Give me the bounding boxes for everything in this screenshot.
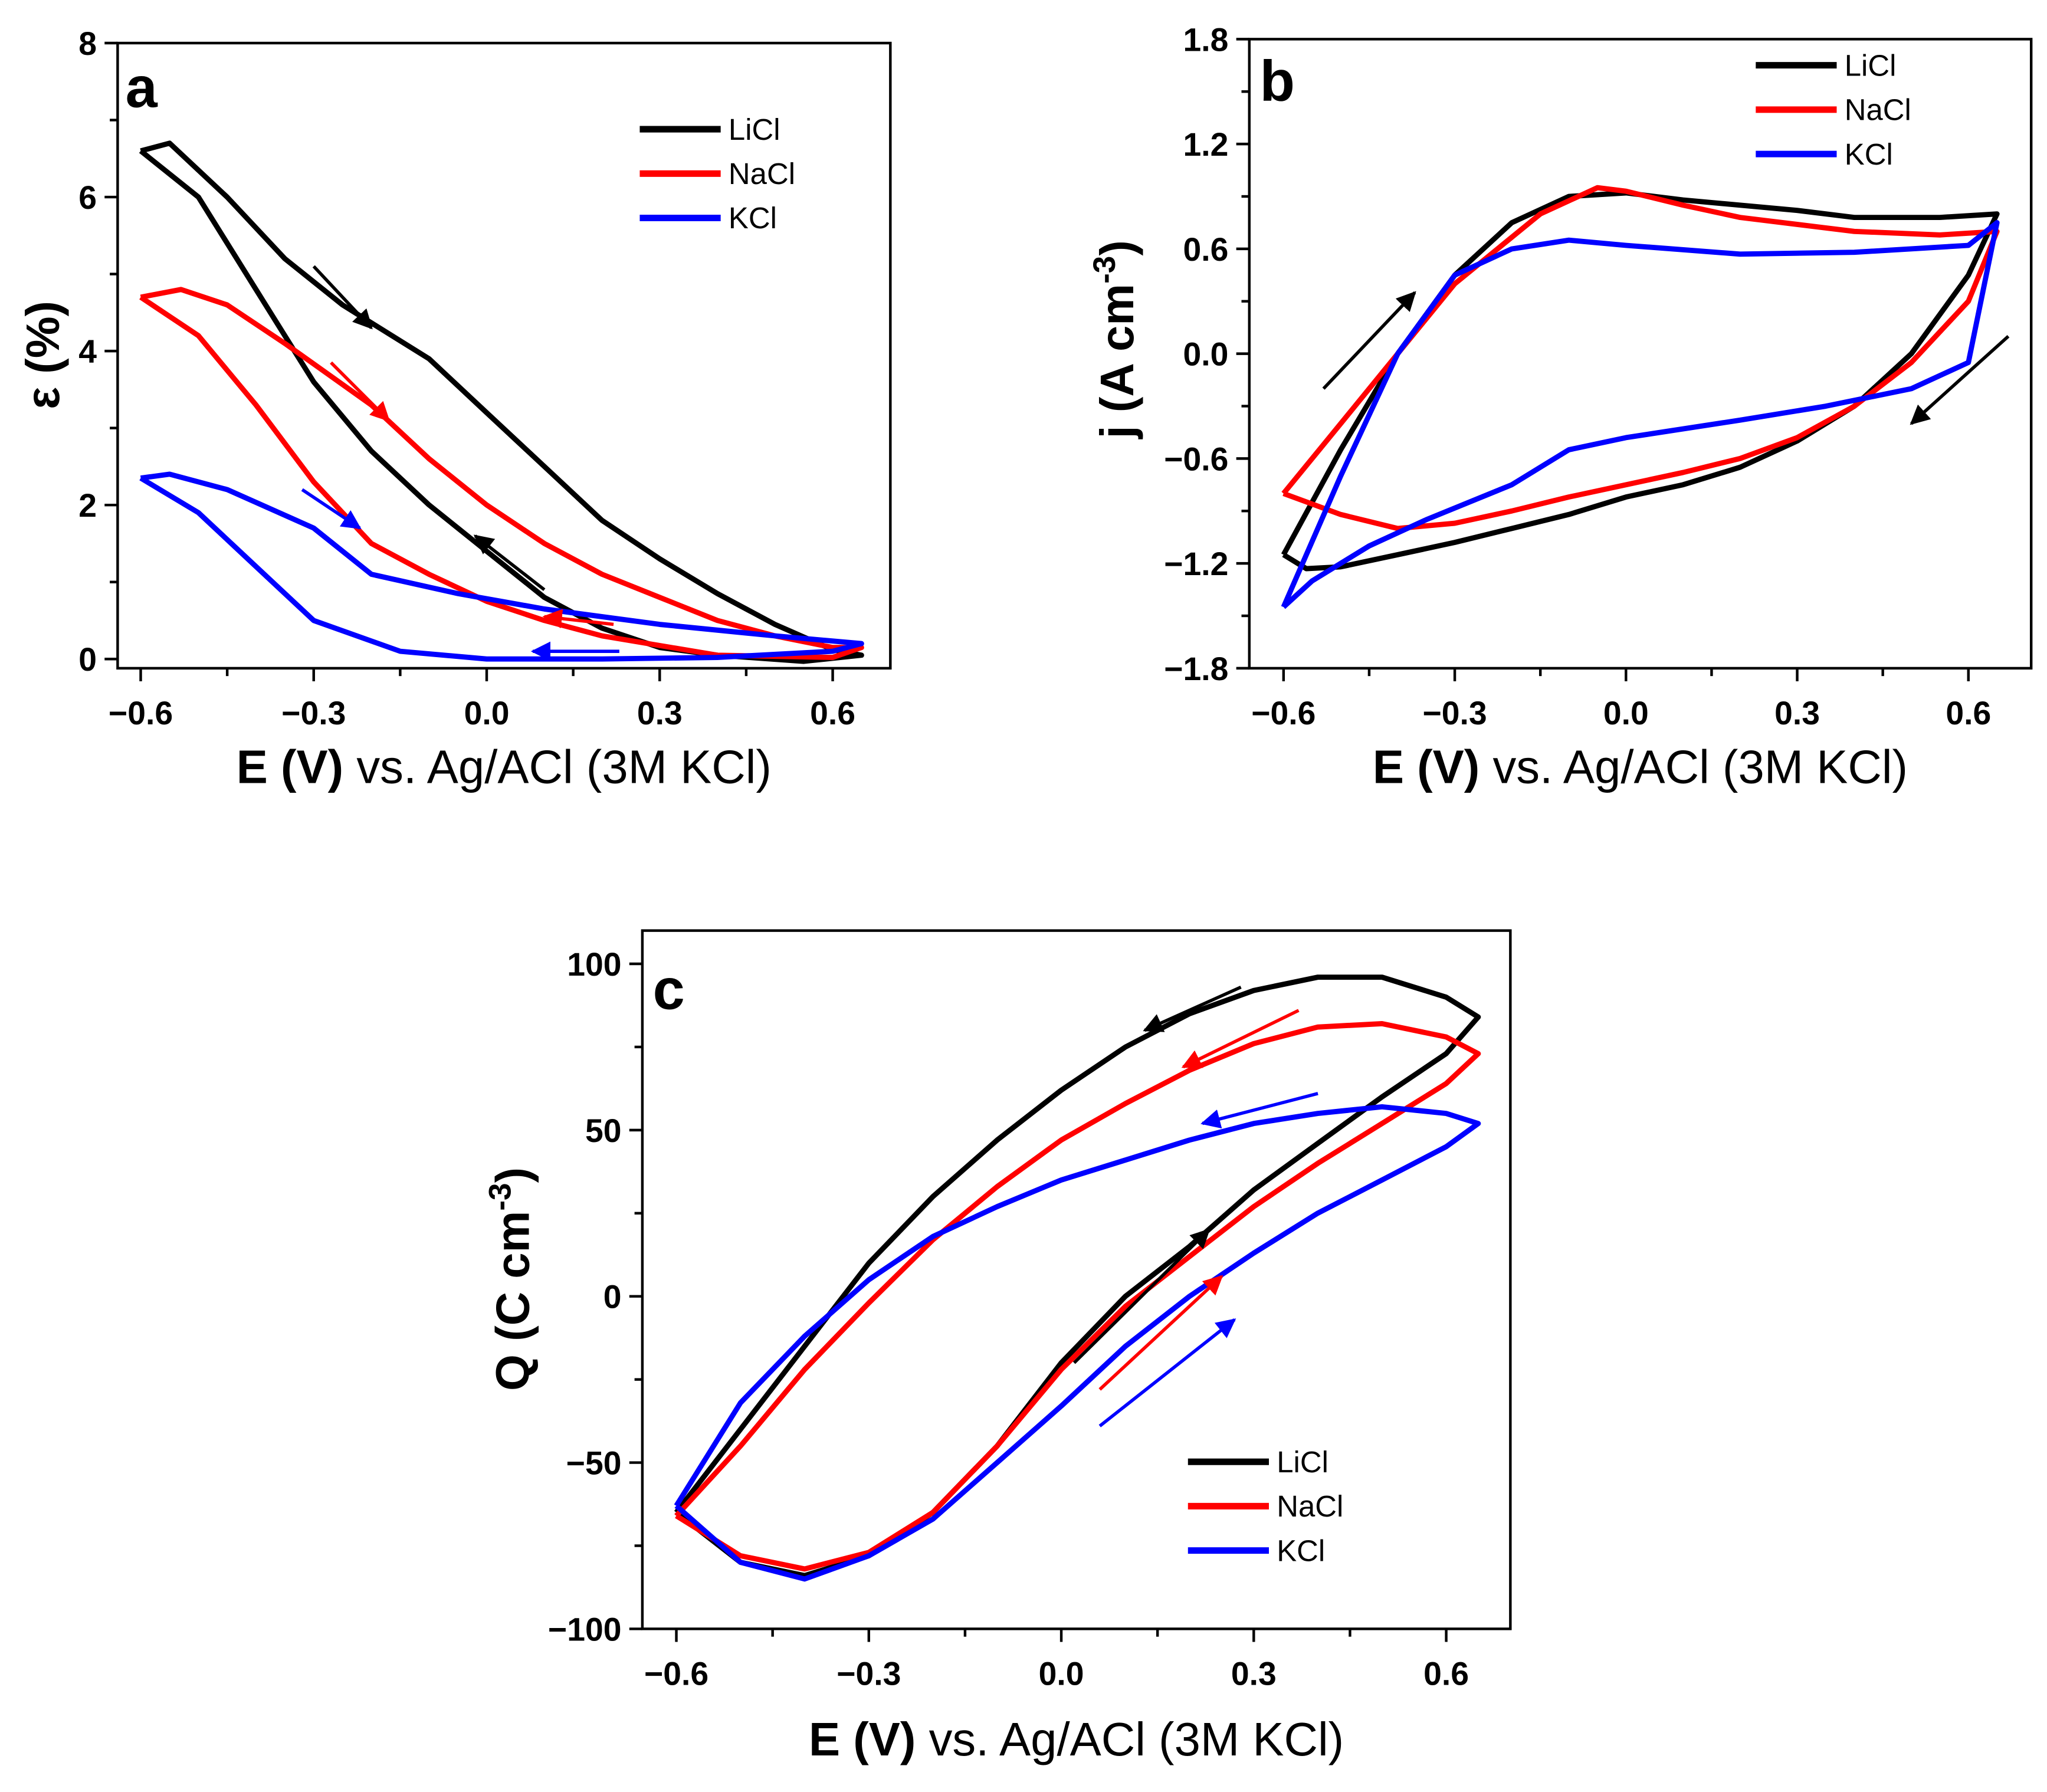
y-tick-label: 6: [78, 179, 97, 216]
y-axis-label-main: j (A cm: [1091, 284, 1143, 440]
x-tick-label: 0.3: [1774, 695, 1820, 731]
x-tick-label: 0.0: [1039, 1656, 1084, 1692]
series-line-nacl: [1281, 185, 2000, 531]
legend: LiCl NaCl KCl: [1187, 1445, 1343, 1567]
panel-b: −0.6 −0.3 0.0 0.3 0.6 −1.8 −1.2 −0.6 0.0 0.6 1.2 1.…: [1087, 21, 2033, 793]
x-tick-label: 0.6: [1423, 1656, 1469, 1692]
y-tick-label: −50: [566, 1445, 622, 1481]
y-tick-label: 0: [603, 1279, 622, 1315]
y-axis-label-superscript: -3: [1087, 256, 1122, 284]
x-tick-label: 0.0: [1603, 695, 1649, 731]
plot-frame: [116, 41, 892, 670]
series-line-kcl: [1281, 220, 2000, 609]
x-tick-label: 0.6: [1946, 695, 1991, 731]
y-tick-label: 2: [78, 487, 97, 524]
y-tick-label: −1.8: [1164, 651, 1228, 687]
y-axis-label: Q (C cm-3): [483, 1167, 539, 1391]
panel-letter: c: [653, 957, 685, 1021]
x-axis-label: E (V) vs. Ag/ACl (3M KCl): [809, 1713, 1344, 1765]
y-tick-label: 0.0: [1183, 336, 1229, 373]
legend-label: KCl: [729, 201, 777, 235]
panel-letter: b: [1259, 48, 1294, 113]
y-tick-label: 4: [78, 333, 97, 370]
legend-label: NaCl: [1845, 93, 1911, 127]
direction-arrow: [542, 609, 614, 629]
direction-arrow: [301, 488, 362, 530]
legend-label: LiCl: [1277, 1445, 1328, 1479]
y-axis-label: ε (%): [17, 301, 69, 409]
legend: LiCl NaCl KCl: [1756, 48, 1911, 171]
legend: LiCl NaCl KCl: [639, 113, 795, 235]
x-tick-label: 0.3: [637, 695, 683, 731]
panel-a: −0.6 −0.3 0.0 0.3 0.6 0 2 4 6 8 E (V) vs. Ag/ACl (…: [17, 25, 892, 793]
y-axis-label-main: Q (C cm: [486, 1211, 539, 1391]
direction-arrow: [1143, 985, 1242, 1032]
direction-arrow: [473, 534, 546, 591]
x-tick-label: −0.6: [109, 695, 173, 731]
direction-arrow: [1098, 1318, 1236, 1427]
x-tick-label: 0.3: [1231, 1656, 1277, 1692]
y-tick-label: −100: [548, 1611, 622, 1647]
x-tick-label: −0.6: [644, 1656, 708, 1692]
x-tick-label: −0.3: [281, 695, 346, 731]
x-axis-label-rest: vs. Ag/ACl (3M KCl): [1480, 741, 1908, 793]
y-tick-label: 1.2: [1183, 126, 1229, 163]
y-tick-label: 0: [78, 641, 97, 678]
x-tick-label: −0.3: [836, 1656, 901, 1692]
direction-arrow: [1098, 1275, 1223, 1391]
series-line-nacl: [674, 1020, 1481, 1572]
series-line-kcl: [139, 471, 864, 662]
x-tick-label: −0.3: [1422, 695, 1487, 731]
panel-c: −0.6 −0.3 0.0 0.3 0.6 −100 −50 0 50 100 E (V) vs. …: [483, 929, 1512, 1765]
plot-frame: [641, 929, 1512, 1630]
y-tick-label: −0.6: [1164, 441, 1228, 477]
x-axis-label: E (V) vs. Ag/ACl (3M KCl): [1373, 741, 1908, 793]
panel-letter: a: [126, 55, 158, 119]
x-tick-label: −0.6: [1251, 695, 1316, 731]
y-axis-label-superscript: -3: [483, 1183, 517, 1210]
series-line-licl: [674, 974, 1481, 1578]
series-line-licl: [1281, 190, 2000, 572]
direction-arrow: [1181, 1009, 1300, 1069]
x-axis-label-rest: vs. Ag/ACl (3M KCl): [916, 1713, 1344, 1765]
legend-label: NaCl: [729, 157, 795, 191]
legend-label: LiCl: [1845, 48, 1897, 82]
direction-arrow: [1072, 1228, 1211, 1364]
y-tick-label: 8: [78, 25, 97, 62]
legend-label: LiCl: [729, 113, 780, 146]
direction-arrow: [312, 265, 373, 330]
y-axis-label-end: ): [486, 1167, 539, 1183]
x-axis-label-bold: E (V): [809, 1713, 916, 1765]
x-axis-label: E (V) vs. Ag/ACl (3M KCl): [237, 741, 772, 793]
x-axis-label-bold: E (V): [1373, 741, 1480, 793]
y-axis-label-end: ): [1091, 240, 1143, 256]
y-tick-label: 0.6: [1183, 231, 1229, 268]
x-axis-label-rest: vs. Ag/ACl (3M KCl): [343, 741, 772, 793]
y-tick-label: 100: [567, 946, 621, 983]
direction-arrow: [1322, 291, 1416, 390]
y-axis-label: j (A cm-3): [1087, 240, 1143, 439]
x-tick-label: 0.6: [810, 695, 855, 731]
x-axis-label-bold: E (V): [237, 741, 343, 793]
direction-arrow: [1200, 1092, 1318, 1129]
direction-arrow: [1910, 334, 2010, 425]
y-tick-label: −1.2: [1164, 546, 1228, 582]
legend-label: KCl: [1277, 1534, 1325, 1567]
legend-label: KCl: [1845, 137, 1893, 171]
x-tick-label: 0.0: [464, 695, 510, 731]
y-tick-label: 50: [585, 1112, 622, 1149]
y-tick-label: 1.8: [1183, 21, 1229, 58]
series-line-kcl: [674, 1104, 1481, 1582]
direction-arrow: [330, 361, 391, 422]
legend-label: NaCl: [1277, 1489, 1343, 1523]
